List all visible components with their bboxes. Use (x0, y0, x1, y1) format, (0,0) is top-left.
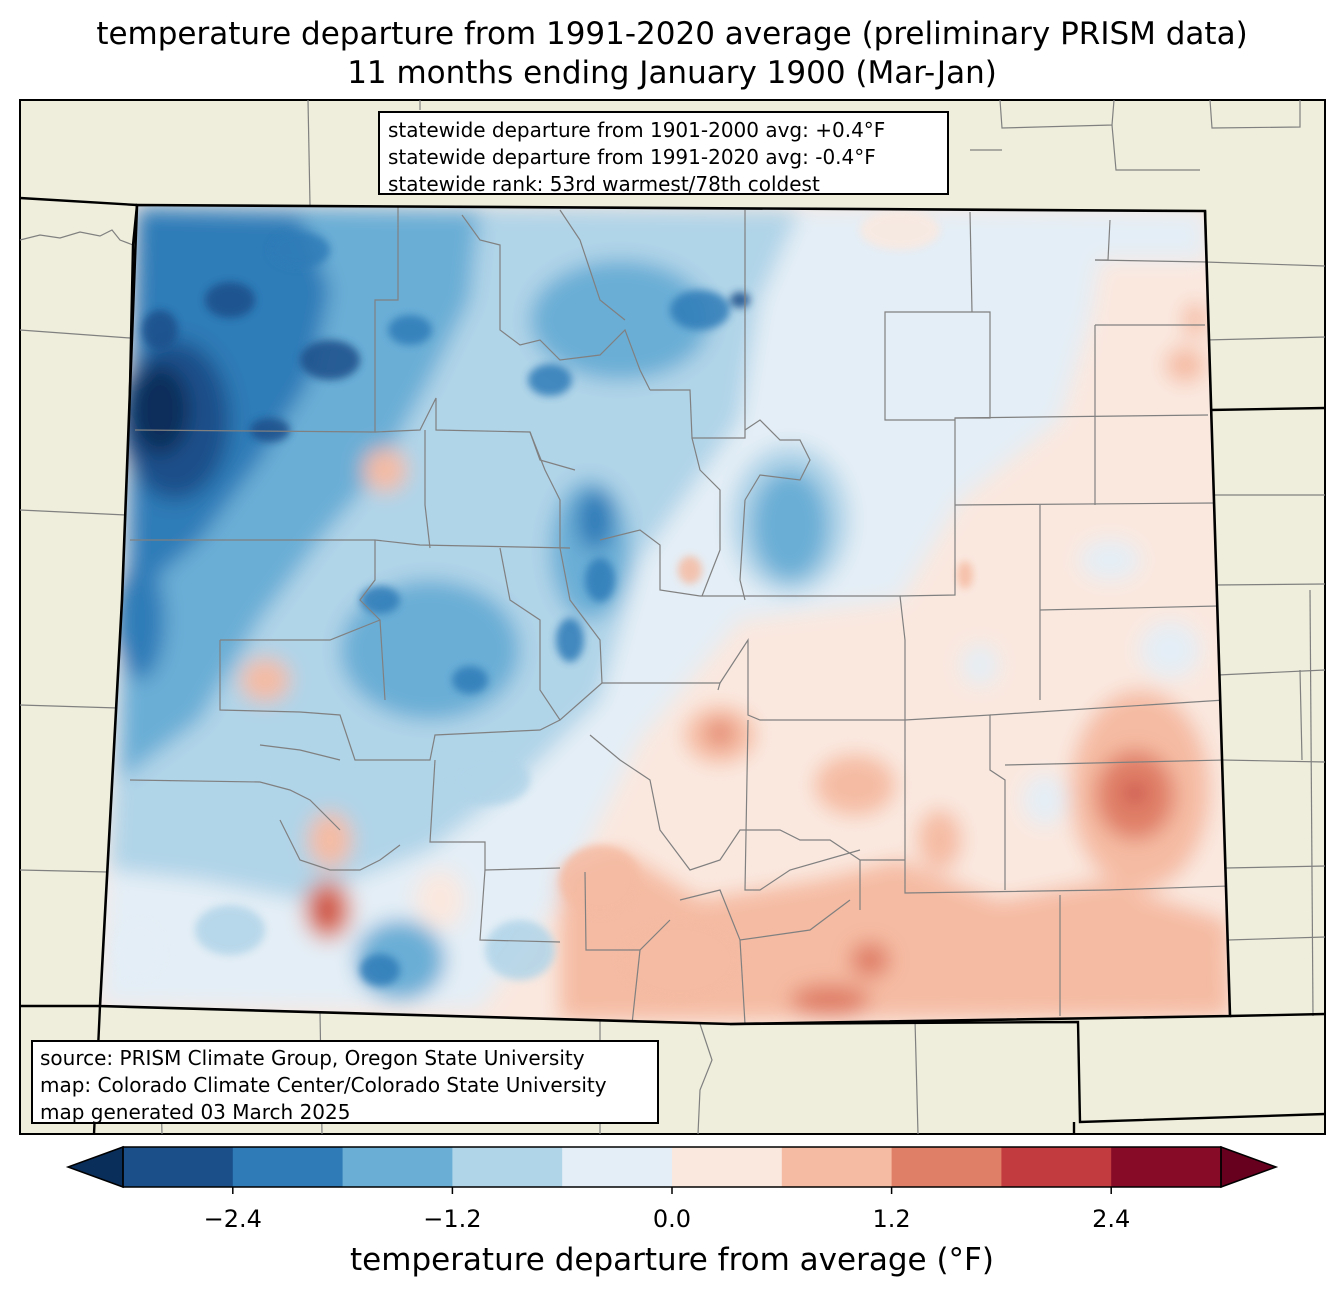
colorbar-bin (452, 1147, 563, 1187)
temperature-field (100, 205, 1230, 1024)
colorbar-tick-label: 0.0 (652, 1205, 692, 1233)
map-title-line-2: 11 months ending January 1900 (Mar-Jan) (347, 55, 997, 91)
colorbar-bin (562, 1147, 673, 1187)
colorbar-bin (891, 1147, 1002, 1187)
colorbar-tick-label: 2.4 (1092, 1205, 1131, 1233)
source-line-1: source: PRISM Climate Group, Oregon Stat… (40, 1046, 585, 1070)
colorbar-under-arrow (65, 1145, 124, 1189)
colorbar-bin (232, 1147, 344, 1187)
colorbar-bin (1111, 1147, 1222, 1187)
source-box: source: PRISM Climate Group, Oregon Stat… (31, 1040, 659, 1124)
colorbar-bin (1001, 1147, 1112, 1187)
colorbar-over-arrow (1220, 1145, 1279, 1189)
colorbar-label: temperature departure from average (°F) (350, 1242, 994, 1278)
statewide-stats-box: statewide departure from 1901-2000 avg: … (378, 111, 949, 196)
colorbar-bin (672, 1147, 783, 1187)
county-lines (129, 207, 1229, 1024)
map-title-line-1: temperature departure from 1991-2020 ave… (96, 16, 1248, 52)
colorbar-tick-label: 1.2 (872, 1205, 911, 1233)
source-line-3: map generated 03 March 2025 (40, 1100, 351, 1124)
neighbor-county-lines (19, 99, 1326, 1135)
stats-line-2: statewide departure from 1991-2020 avg: … (388, 145, 876, 169)
colorbar-bin (123, 1147, 234, 1187)
colorbar-tick-label: −2.4 (203, 1205, 262, 1233)
colorbar-tick-label: −1.2 (423, 1205, 482, 1233)
colorbar-bin (781, 1147, 893, 1187)
colorbar-bin (342, 1147, 453, 1187)
stats-line-3: statewide rank: 53rd warmest/78th coldes… (388, 172, 820, 196)
stats-line-1: statewide departure from 1901-2000 avg: … (388, 118, 886, 142)
colorado-border (98, 203, 1232, 1026)
source-line-2: map: Colorado Climate Center/Colorado St… (40, 1073, 607, 1097)
